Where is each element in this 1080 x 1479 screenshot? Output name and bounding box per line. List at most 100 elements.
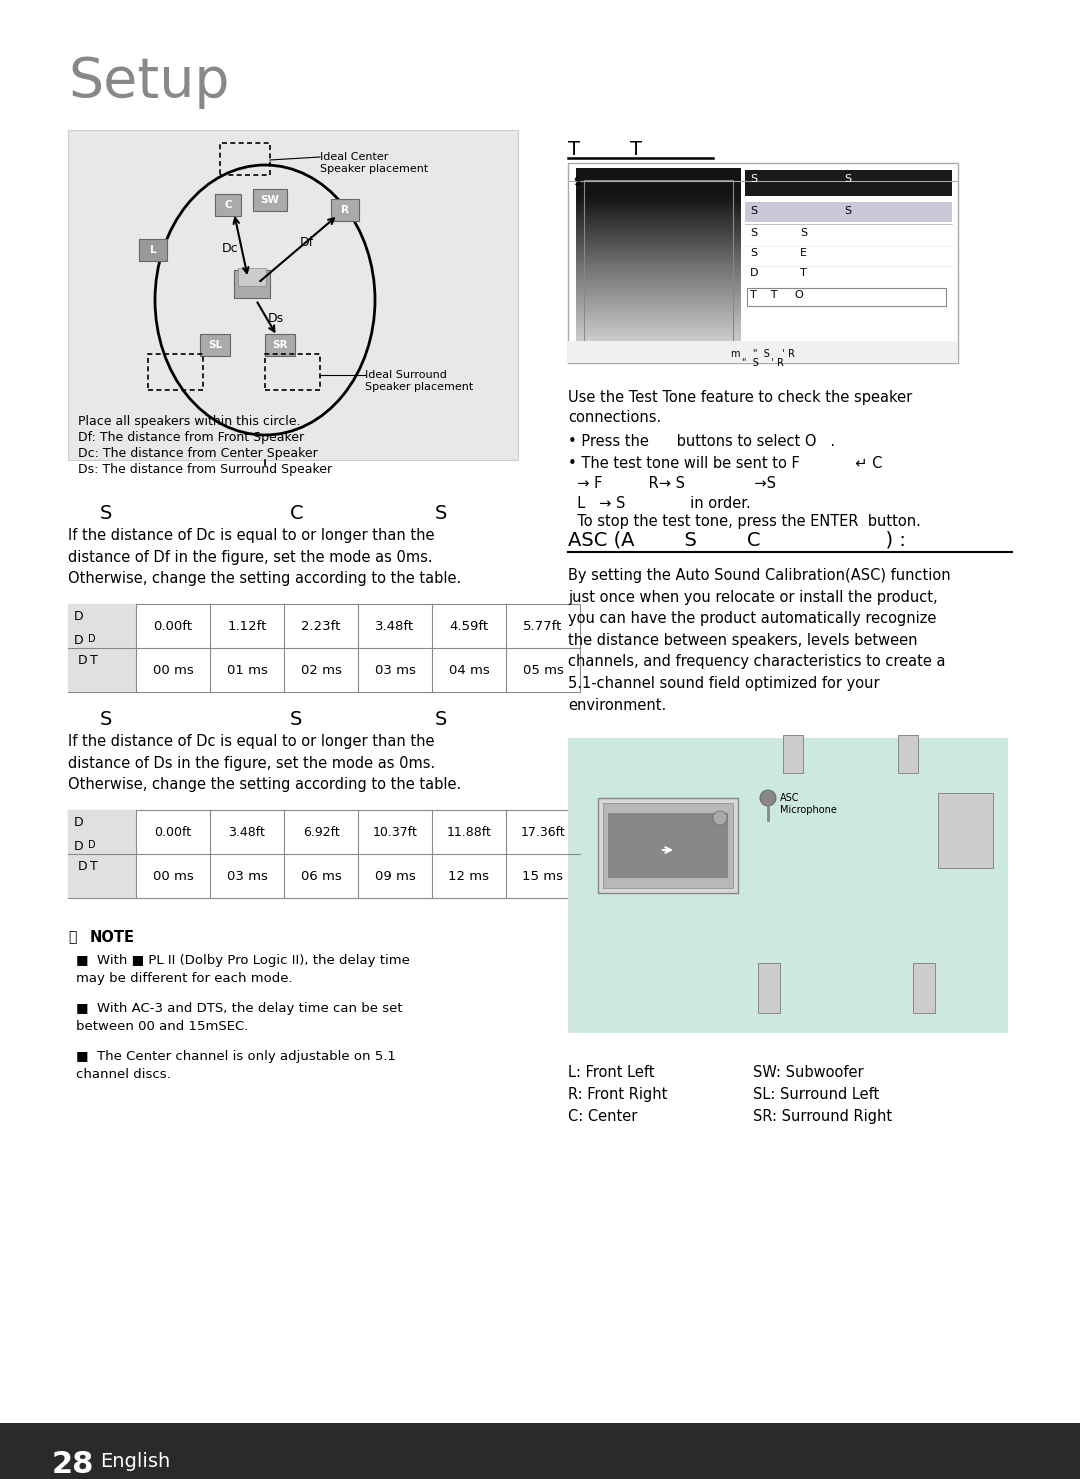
Text: Ds: Ds (268, 312, 284, 324)
Text: To stop the test tone, press the ENTER  button.: To stop the test tone, press the ENTER b… (568, 515, 921, 529)
Text: NOTE: NOTE (90, 930, 135, 945)
Text: S: S (750, 228, 757, 238)
Text: 12 ms: 12 ms (448, 870, 489, 883)
Text: SL: Surround Left: SL: Surround Left (753, 1087, 879, 1102)
Text: C: C (291, 504, 303, 524)
Bar (758, 963, 780, 1013)
Text: 03 ms: 03 ms (227, 870, 268, 883)
Text: S: S (100, 504, 112, 524)
Text: S: S (291, 710, 302, 729)
Text: connections.: connections. (568, 410, 661, 424)
Text: → F          R→ S               →S: → F R→ S →S (568, 476, 777, 491)
Bar (598, 799, 738, 893)
Text: S: S (845, 206, 851, 216)
Text: R: Front Right: R: Front Right (568, 1087, 667, 1102)
Text: 00 ms: 00 ms (152, 664, 193, 676)
Text: SR: Surround Right: SR: Surround Right (753, 1109, 892, 1124)
Bar (265, 334, 295, 356)
Bar (584, 180, 733, 346)
Text: D: D (750, 268, 758, 278)
Bar (148, 353, 203, 390)
Bar (68, 603, 136, 692)
Text: Ds: The distance from Surround Speaker: Ds: The distance from Surround Speaker (78, 463, 333, 476)
Bar (68, 603, 580, 692)
Text: ■  The Center channel is only adjustable on 5.1
channel discs.: ■ The Center channel is only adjustable … (76, 1050, 396, 1081)
Text: Dc: Dc (222, 241, 239, 254)
Text: 09 ms: 09 ms (375, 870, 416, 883)
Text: • Press the      buttons to select O   .: • Press the buttons to select O . (568, 433, 835, 450)
Text: S: S (845, 175, 851, 183)
Text: 01 ms: 01 ms (227, 664, 268, 676)
Text: Setup: Setup (68, 55, 229, 109)
Text: C: C (225, 200, 232, 210)
Bar (139, 240, 167, 260)
Text: 4.59ft: 4.59ft (449, 620, 488, 633)
Bar (913, 963, 935, 1013)
Text: D: D (75, 840, 83, 853)
Text: Speaker placement: Speaker placement (365, 382, 473, 392)
Text: 2.23ft: 2.23ft (301, 620, 340, 633)
Text: 15 ms: 15 ms (523, 870, 564, 883)
Text: 00 ms: 00 ms (152, 870, 193, 883)
Text: "  S    ' R: " S ' R (742, 358, 784, 368)
Text: D: D (75, 634, 83, 646)
Text: T: T (90, 654, 98, 667)
Text: 11.88ft: 11.88ft (446, 825, 491, 839)
Text: • The test tone will be sent to F            ↵ C: • The test tone will be sent to F ↵ C (568, 456, 882, 470)
Bar (568, 343, 958, 353)
Bar (568, 163, 958, 362)
Text: E: E (800, 248, 807, 257)
Text: C: Center: C: Center (568, 1109, 637, 1124)
Text: S: S (750, 206, 757, 216)
Text: 0.00ft: 0.00ft (153, 620, 192, 633)
Text: T    T     O: T T O (750, 290, 804, 300)
Text: Ideal Surround: Ideal Surround (365, 370, 447, 380)
Text: D: D (78, 859, 87, 873)
Text: If the distance of Dc is equal to or longer than the
distance of Ds in the figur: If the distance of Dc is equal to or lon… (68, 734, 461, 793)
Text: ■  With AC-3 and DTS, the delay time can be set
between 00 and 15mSEC.: ■ With AC-3 and DTS, the delay time can … (76, 1001, 403, 1032)
Text: Df: The distance from Front Speaker: Df: The distance from Front Speaker (78, 430, 305, 444)
Bar (215, 194, 241, 216)
Text: S: S (750, 175, 757, 183)
Text: S: S (800, 228, 807, 238)
Text: 0.00ft: 0.00ft (154, 825, 191, 839)
Bar (68, 810, 136, 898)
Bar (939, 793, 993, 868)
Circle shape (760, 790, 777, 806)
Text: 03 ms: 03 ms (375, 664, 416, 676)
Text: Use the Test Tone feature to check the speaker: Use the Test Tone feature to check the s… (568, 390, 913, 405)
Text: 💡: 💡 (68, 930, 77, 944)
Text: SW: SW (260, 195, 280, 206)
Text: SW: Subwoofer: SW: Subwoofer (753, 1065, 864, 1080)
Text: m    "  S    ' R: m " S ' R (731, 349, 795, 359)
Text: 5.77ft: 5.77ft (524, 620, 563, 633)
Text: 10.37ft: 10.37ft (373, 825, 418, 839)
Text: 1.12ft: 1.12ft (227, 620, 267, 633)
Bar (745, 170, 951, 197)
Circle shape (713, 810, 727, 825)
Text: T: T (90, 859, 98, 873)
Bar (608, 813, 728, 879)
Bar (897, 735, 918, 774)
Bar (68, 810, 580, 898)
Text: D: D (87, 840, 96, 850)
Text: SR: SR (272, 340, 287, 351)
Text: D: D (75, 609, 83, 623)
Text: 04 ms: 04 ms (448, 664, 489, 676)
Bar (568, 342, 958, 362)
Text: ASC (A        S        C                    ) :: ASC (A S C ) : (568, 529, 906, 549)
Text: 05 ms: 05 ms (523, 664, 564, 676)
Text: Dc: The distance from Center Speaker: Dc: The distance from Center Speaker (78, 447, 318, 460)
Bar (0, 1423, 1080, 1479)
Text: 02 ms: 02 ms (300, 664, 341, 676)
Bar (745, 203, 951, 222)
Text: S: S (573, 177, 580, 186)
Text: D: D (75, 816, 83, 830)
Bar (603, 803, 733, 887)
Text: 3.48ft: 3.48ft (376, 620, 415, 633)
Text: Ideal Center: Ideal Center (320, 152, 389, 163)
Text: 6.92ft: 6.92ft (302, 825, 339, 839)
Bar (330, 200, 359, 220)
Text: Place all speakers within this circle.: Place all speakers within this circle. (78, 416, 300, 427)
Text: L: Front Left: L: Front Left (568, 1065, 654, 1080)
